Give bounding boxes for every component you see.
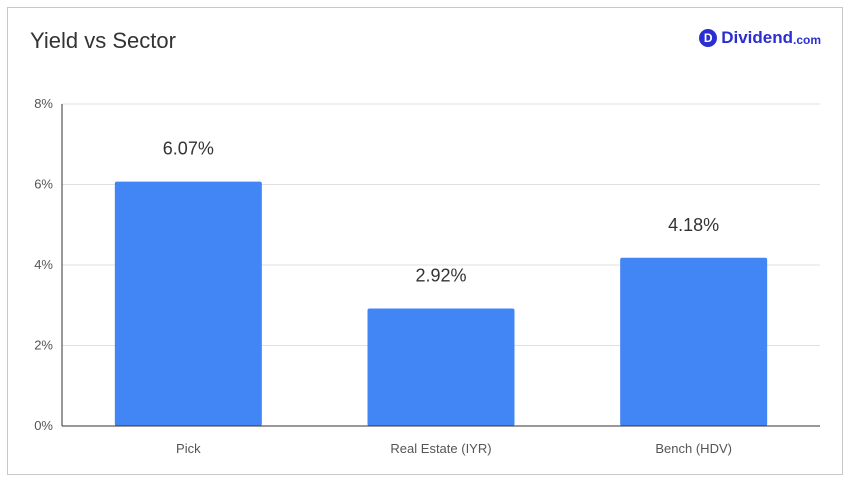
y-tick-label: 2% — [34, 338, 53, 353]
brand-tld: .com — [792, 32, 821, 47]
x-tick-label: Bench (HDV) — [655, 441, 732, 456]
dividend-logo-icon: D — [699, 29, 718, 47]
data-label: 6.07% — [163, 139, 214, 159]
data-label: 2.92% — [415, 265, 466, 285]
bar — [620, 257, 768, 426]
y-tick-label: 8% — [34, 96, 53, 111]
x-tick-label: Pick — [176, 441, 201, 456]
y-tick-label: 6% — [34, 177, 53, 192]
chart-title: Yield vs Sector — [30, 28, 176, 53]
bar — [367, 308, 515, 426]
brand-name: Dividend — [721, 28, 793, 47]
brand-logo: D Dividend .com — [699, 28, 821, 48]
bar — [114, 181, 262, 426]
y-tick-label: 0% — [34, 418, 53, 433]
x-tick-label: Real Estate (IYR) — [390, 441, 491, 456]
y-tick-label: 4% — [34, 257, 53, 272]
data-label: 4.18% — [668, 215, 719, 235]
